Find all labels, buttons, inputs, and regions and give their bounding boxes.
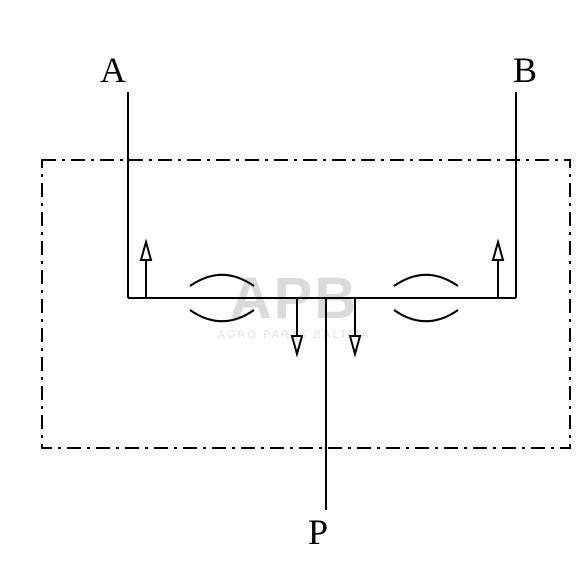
- port-label-p: P: [308, 512, 328, 552]
- hydraulic-schematic: APB AGRO PARTS BALTIJA A B P: [0, 0, 588, 588]
- port-label-a: A: [100, 50, 126, 90]
- port-label-b: B: [513, 50, 537, 90]
